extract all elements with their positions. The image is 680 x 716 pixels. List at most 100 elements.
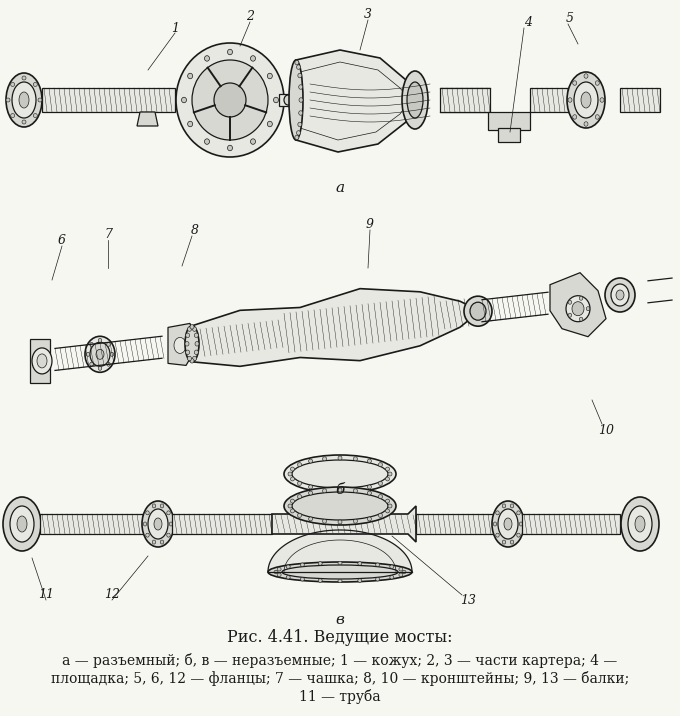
Text: в: в [335, 613, 345, 627]
Ellipse shape [584, 74, 588, 78]
Ellipse shape [298, 481, 301, 485]
Ellipse shape [289, 60, 303, 140]
Ellipse shape [621, 497, 659, 551]
Ellipse shape [358, 579, 362, 582]
Ellipse shape [185, 326, 199, 362]
Text: 9: 9 [366, 218, 374, 231]
Ellipse shape [295, 60, 299, 65]
Ellipse shape [19, 92, 29, 108]
Ellipse shape [309, 491, 313, 495]
Ellipse shape [295, 135, 299, 140]
Ellipse shape [33, 114, 37, 117]
Ellipse shape [286, 565, 290, 569]
Ellipse shape [567, 72, 605, 128]
Polygon shape [440, 88, 490, 112]
Ellipse shape [110, 352, 114, 357]
Ellipse shape [267, 73, 272, 79]
Polygon shape [268, 530, 412, 572]
Ellipse shape [510, 540, 514, 544]
Text: 1: 1 [171, 21, 179, 34]
Ellipse shape [167, 511, 170, 515]
Text: 2: 2 [246, 9, 254, 22]
Text: 7: 7 [104, 228, 112, 241]
Ellipse shape [22, 120, 26, 124]
Text: 6: 6 [58, 233, 66, 246]
Ellipse shape [107, 342, 110, 347]
Ellipse shape [573, 115, 577, 120]
Ellipse shape [192, 357, 197, 361]
Ellipse shape [284, 455, 396, 493]
Ellipse shape [367, 491, 371, 495]
Ellipse shape [3, 497, 41, 551]
Ellipse shape [386, 477, 390, 481]
Ellipse shape [12, 82, 36, 118]
Ellipse shape [96, 349, 104, 359]
Polygon shape [172, 514, 272, 534]
Polygon shape [279, 94, 300, 106]
Ellipse shape [107, 362, 110, 366]
Ellipse shape [169, 522, 173, 526]
Ellipse shape [386, 509, 390, 513]
Ellipse shape [298, 122, 302, 127]
Polygon shape [272, 506, 416, 542]
Ellipse shape [188, 73, 192, 79]
Ellipse shape [388, 472, 392, 476]
Text: б: б [335, 483, 345, 497]
Ellipse shape [635, 516, 645, 532]
Ellipse shape [338, 456, 342, 460]
Ellipse shape [98, 367, 102, 370]
Ellipse shape [288, 504, 292, 508]
Ellipse shape [274, 570, 278, 574]
Ellipse shape [188, 357, 192, 361]
Ellipse shape [148, 509, 168, 539]
Ellipse shape [493, 522, 497, 526]
Ellipse shape [22, 76, 26, 80]
Ellipse shape [6, 73, 42, 127]
Ellipse shape [309, 485, 313, 489]
Polygon shape [137, 112, 158, 126]
Ellipse shape [284, 95, 292, 105]
Polygon shape [30, 339, 50, 383]
Ellipse shape [322, 489, 326, 493]
Ellipse shape [496, 533, 499, 537]
Ellipse shape [595, 81, 599, 85]
Ellipse shape [33, 82, 37, 87]
Ellipse shape [284, 487, 396, 525]
Ellipse shape [90, 342, 110, 367]
Ellipse shape [205, 56, 209, 61]
Ellipse shape [205, 139, 209, 145]
Ellipse shape [390, 565, 394, 569]
Polygon shape [42, 88, 175, 112]
Ellipse shape [160, 504, 164, 508]
Ellipse shape [146, 533, 149, 537]
Ellipse shape [354, 519, 358, 523]
Ellipse shape [379, 513, 382, 518]
Ellipse shape [174, 337, 186, 354]
Ellipse shape [503, 504, 506, 508]
Ellipse shape [286, 576, 290, 579]
Ellipse shape [309, 517, 313, 521]
Ellipse shape [194, 350, 199, 354]
Ellipse shape [10, 506, 34, 542]
Ellipse shape [611, 284, 629, 306]
Ellipse shape [581, 92, 591, 108]
Ellipse shape [464, 296, 492, 326]
Text: 11: 11 [38, 588, 54, 601]
Ellipse shape [188, 121, 192, 127]
Ellipse shape [386, 467, 390, 471]
Ellipse shape [616, 290, 624, 300]
Ellipse shape [504, 518, 512, 530]
Ellipse shape [298, 463, 301, 467]
Text: 11 — труба: 11 — труба [299, 690, 381, 705]
Ellipse shape [299, 98, 303, 102]
Polygon shape [416, 514, 506, 534]
Ellipse shape [572, 301, 584, 316]
Ellipse shape [298, 495, 301, 498]
Ellipse shape [407, 82, 423, 118]
Ellipse shape [379, 495, 382, 498]
Text: а: а [335, 181, 345, 195]
Ellipse shape [388, 504, 392, 508]
Ellipse shape [152, 504, 156, 508]
Ellipse shape [190, 359, 194, 363]
Text: а — разъемный; б, в — неразъемные; 1 — кожух; 2, 3 — части картера; 4 —: а — разъемный; б, в — неразъемные; 1 — к… [63, 652, 617, 667]
